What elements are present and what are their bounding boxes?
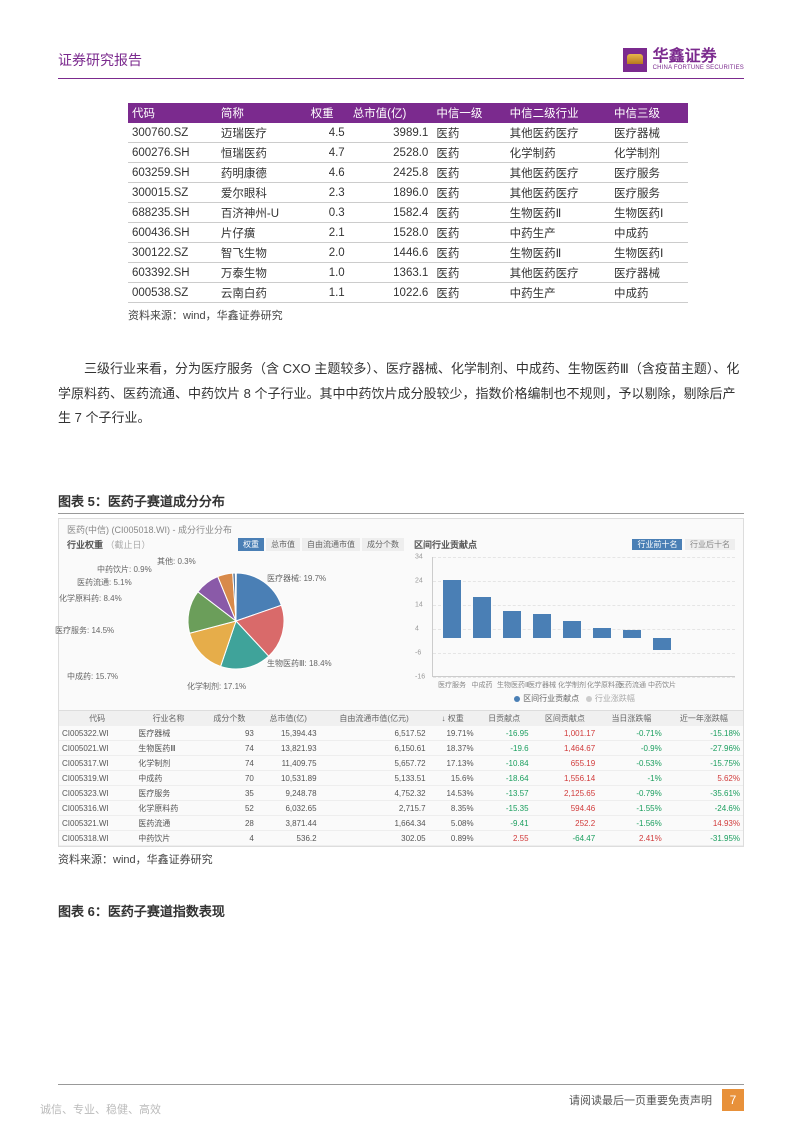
footer-disclaimer: 请阅读最后一页重要免责声明 [569, 1092, 712, 1108]
pie-slice-label: 生物医药Ⅲ: 18.4% [267, 658, 332, 669]
page-header: 证券研究报告 华鑫证券 CHINA FORTUNE SECURITIES [58, 48, 744, 79]
bar [503, 611, 521, 637]
left-chart-title: 行业权重 [67, 540, 103, 550]
chart-tabs[interactable]: 权重总市值自由流通市值成分个数 [238, 538, 404, 551]
chart-tab[interactable]: 成分个数 [362, 538, 404, 551]
tag-bottom10[interactable]: 行业后十名 [685, 539, 735, 550]
chart-panel-title: 医药(中信) (CI005018.WI) - 成分行业分布 [59, 519, 743, 538]
source-2: 资料来源：wind，华鑫证券研究 [58, 851, 744, 867]
bar-chart: -16-64142434医疗服务中成药生物医药Ⅲ医疗器械化学制剂化学原料药医药流… [432, 557, 735, 677]
table-header: 中信三级 [610, 103, 688, 123]
chart-panel: 医药(中信) (CI005018.WI) - 成分行业分布 行业权重 （截止日）… [58, 518, 744, 847]
table-row: CI005318.WI中药饮片4536.2302.050.89%2.55-64.… [59, 831, 743, 846]
pie-slice-label: 医药流通: 5.1% [77, 577, 132, 588]
pie-slice-label: 中药饮片: 0.9% [97, 564, 152, 575]
pie-slice-label: 化学制剂: 17.1% [187, 681, 246, 692]
left-chart-sub: （截止日） [106, 540, 151, 550]
body-paragraph: 三级行业来看，分为医疗服务（含 CXO 主题较多）、医疗器械、化学制剂、中成药、… [58, 357, 744, 431]
chart-tab[interactable]: 权重 [238, 538, 264, 551]
bar [563, 621, 581, 638]
bar [653, 638, 671, 650]
pie-slice-label: 其他: 0.3% [157, 556, 196, 567]
source-1: 资料来源：wind，华鑫证券研究 [128, 307, 744, 323]
figure5-title: 图表 5：医药子赛道成分分布 [58, 491, 744, 514]
bar [443, 580, 461, 638]
table-row: CI005321.WI医药流通283,871.441,664.345.08%-9… [59, 816, 743, 831]
report-type: 证券研究报告 [58, 50, 142, 70]
table-header: 总市值(亿) [349, 103, 433, 123]
table-header: 简称 [217, 103, 307, 123]
figure6-title: 图表 6：医药子赛道指数表现 [58, 901, 744, 920]
logo-icon [623, 48, 647, 72]
pie-slice-label: 中成药: 15.7% [67, 671, 118, 682]
table-row: 688235.SH百济神州-U0.31582.4医药生物医药Ⅱ生物医药Ⅰ [128, 203, 688, 223]
pie-slice-label: 医疗服务: 14.5% [55, 625, 114, 636]
table-row: 300015.SZ爱尔眼科2.31896.0医药其他医药医疗医疗服务 [128, 183, 688, 203]
table-row: CI005323.WI医疗服务359,248.784,752.3214.53%-… [59, 786, 743, 801]
table-row: 300122.SZ智飞生物2.01446.6医药生物医药Ⅱ生物医药Ⅰ [128, 243, 688, 263]
table-row: 300760.SZ迈瑞医疗4.53989.1医药其他医药医疗医疗器械 [128, 123, 688, 143]
chart-tab[interactable]: 总市值 [266, 538, 300, 551]
logo-cn: 华鑫证券 [653, 49, 744, 65]
bar [473, 597, 491, 638]
logo-en: CHINA FORTUNE SECURITIES [653, 65, 744, 71]
sector-sub-table: 代码行业名称成分个数总市值(亿)自由流通市值(亿元)↓ 权重日贡献点区间贡献点当… [59, 710, 743, 846]
logo-block: 华鑫证券 CHINA FORTUNE SECURITIES [623, 48, 744, 72]
table-header: 中信二级行业 [506, 103, 610, 123]
table-row: CI005322.WI医疗器械9315,394.436,517.5219.71%… [59, 726, 743, 741]
right-chart-title: 区间行业贡献点 [414, 538, 477, 551]
bar-legend: 区间行业贡献点 行业涨跌幅 [414, 693, 735, 704]
pie-slice-label: 化学原料药: 8.4% [59, 593, 122, 604]
table-row: CI005021.WI生物医药Ⅲ7413,821.936,150.6118.37… [59, 741, 743, 756]
bar [533, 614, 551, 638]
table-row: 000538.SZ云南白药1.11022.6医药中药生产中成药 [128, 283, 688, 303]
pie-chart: 医疗器械: 19.7%生物医药Ⅲ: 18.4%化学制剂: 17.1%中成药: 1… [67, 553, 404, 688]
chart-tab[interactable]: 自由流通市值 [302, 538, 360, 551]
footer-motto: 诚信、专业、稳健、高效 [40, 1101, 161, 1117]
bar [593, 628, 611, 638]
table-row: 600436.SH片仔癀2.11528.0医药中药生产中成药 [128, 223, 688, 243]
tag-top10[interactable]: 行业前十名 [632, 539, 682, 550]
table-header: 代码 [128, 103, 217, 123]
table-header: 中信一级 [432, 103, 505, 123]
stock-table: 代码简称权重总市值(亿)中信一级中信二级行业中信三级 300760.SZ迈瑞医疗… [128, 103, 688, 303]
table-row: 600276.SH恒瑞医药4.72528.0医药化学制药化学制剂 [128, 143, 688, 163]
table-row: CI005316.WI化学原料药526,032.652,715.78.35%-1… [59, 801, 743, 816]
bar [623, 630, 641, 637]
table-row: 603392.SH万泰生物1.01363.1医药其他医药医疗医疗器械 [128, 263, 688, 283]
pie-slice-label: 医疗器械: 19.7% [267, 573, 326, 584]
table-row: CI005317.WI化学制剂7411,409.755,657.7217.13%… [59, 756, 743, 771]
page-number: 7 [722, 1089, 744, 1111]
table-header: 权重 [307, 103, 349, 123]
table-row: CI005319.WI中成药7010,531.895,133.5115.6%-1… [59, 771, 743, 786]
table-row: 603259.SH药明康德4.62425.8医药其他医药医疗医疗服务 [128, 163, 688, 183]
